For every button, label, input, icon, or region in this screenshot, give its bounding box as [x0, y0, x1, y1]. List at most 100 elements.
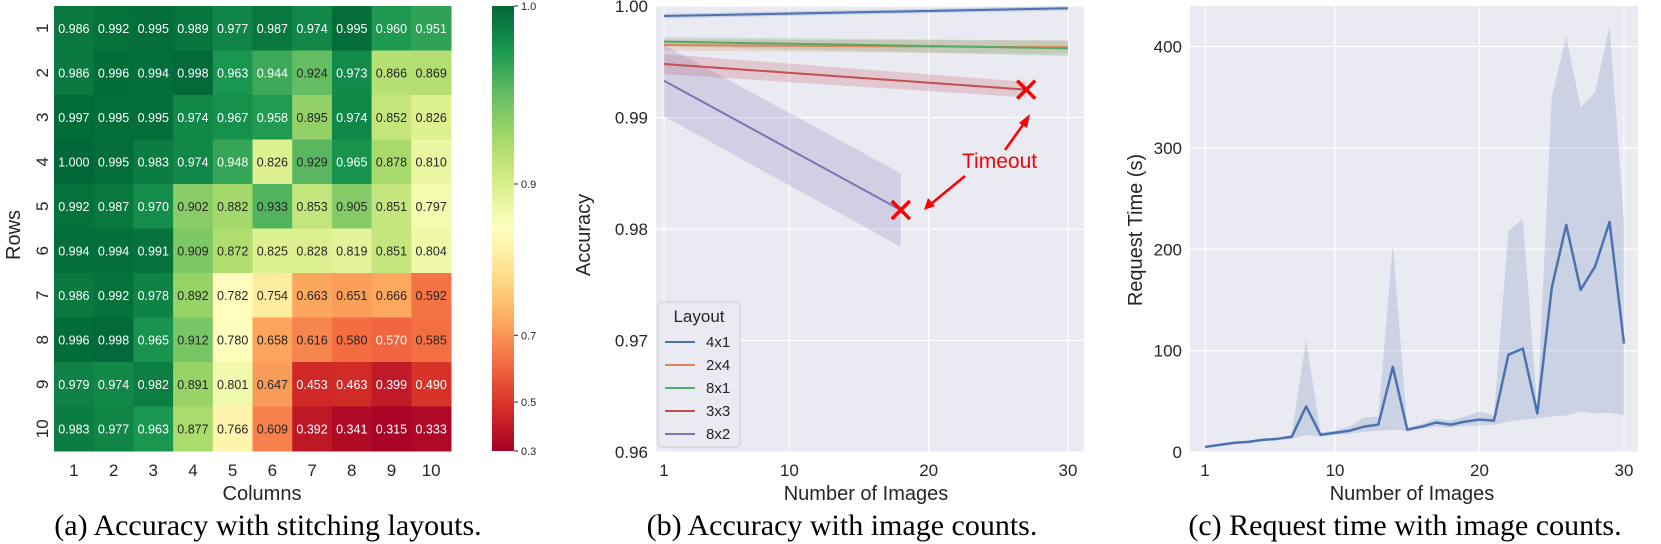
heatmap-cell [93, 317, 134, 363]
heatmap-x-label: Columns [223, 483, 302, 505]
heatmap-x-tick: 10 [422, 461, 441, 480]
heatmap-y-tick: 3 [33, 113, 52, 122]
heatmap-cell [331, 184, 373, 229]
request-time-plot-background [1190, 6, 1638, 452]
heatmap-cell-label: 0.453 [296, 378, 327, 392]
heatmap-cell-label: 0.463 [336, 378, 367, 392]
heatmap-cell-label: 0.663 [296, 289, 327, 303]
legend-title: Layout [673, 307, 724, 326]
heatmap-y-label: Rows [3, 210, 25, 260]
heatmap-cell-label: 0.804 [416, 244, 447, 258]
heatmap-cell [54, 139, 95, 185]
heatmap-cell [411, 228, 452, 274]
heatmap-cell [292, 50, 333, 96]
heatmap-cell [411, 50, 452, 96]
heatmap-x-tick: 4 [188, 461, 197, 480]
heatmap-cell [173, 317, 214, 363]
colorbar-tick-label: 0.9 [521, 179, 536, 191]
heatmap-cell-label: 0.978 [138, 289, 169, 303]
heatmap-cell-label: 0.853 [296, 200, 327, 214]
heatmap-cell-label: 0.651 [336, 289, 367, 303]
heatmap-cell-label: 0.912 [177, 333, 208, 347]
heatmap-cell-label: 0.974 [177, 111, 208, 125]
heatmap-cell-label: 0.970 [138, 200, 169, 214]
heatmap-cell [54, 228, 95, 274]
heatmap-cell-label: 0.996 [58, 333, 89, 347]
heatmap-cell [371, 184, 412, 229]
heatmap-cell-label: 0.965 [138, 333, 169, 347]
heatmap-cell-label: 0.995 [98, 111, 129, 125]
heatmap-cell-label: 0.826 [257, 155, 288, 169]
heatmap-cell-label: 0.828 [296, 244, 327, 258]
heatmap-cell [133, 317, 174, 363]
heatmap-cell-label: 0.580 [336, 333, 367, 347]
heatmap-cell-label: 0.909 [177, 244, 208, 258]
heatmap-cell-label: 0.877 [177, 422, 208, 436]
accuracy-y-label: Accuracy [573, 194, 595, 276]
heatmap-cell [371, 95, 412, 140]
legend-label: 8x2 [706, 426, 730, 443]
heatmap-cell-label: 1.000 [58, 155, 89, 169]
heatmap-cell-label: 0.882 [217, 200, 248, 214]
heatmap-cell [212, 406, 253, 452]
heatmap-y-tick: 9 [33, 380, 52, 389]
heatmap-cell-label: 0.570 [376, 333, 407, 347]
legend-label: 8x1 [706, 380, 730, 397]
heatmap-cell [133, 139, 174, 185]
heatmap-cell-label: 0.991 [138, 244, 169, 258]
heatmap-y-tick: 5 [33, 202, 52, 211]
series-line [1204, 220, 1626, 449]
heatmap-cell-label: 0.986 [58, 22, 89, 36]
heatmap-cell-label: 0.994 [138, 66, 169, 80]
y-tick-label: 400 [1154, 38, 1182, 57]
x-tick-label: 20 [919, 461, 938, 480]
timeout-arrowhead-down [924, 198, 935, 210]
timeout-arrow-down [930, 175, 966, 205]
heatmap-x-tick: 8 [347, 461, 356, 480]
x-tick-label: 30 [1059, 461, 1078, 480]
heatmap-y-tick: 10 [33, 419, 52, 438]
heatmap-y-tick: 4 [33, 157, 52, 166]
heatmap-cell-label: 0.869 [416, 66, 447, 80]
heatmap-cell [411, 273, 452, 318]
colorbar-tick-label: 0.7 [521, 330, 536, 342]
heatmap-cell [54, 317, 95, 363]
heatmap-cell [93, 406, 134, 452]
heatmap-cell-label: 0.995 [98, 155, 129, 169]
heatmap-x-tick: 3 [149, 461, 158, 480]
heatmap-cell-label: 0.801 [217, 378, 248, 392]
heatmap-cell [252, 273, 293, 318]
heatmap-cell [93, 228, 134, 274]
heatmap-cell [133, 50, 174, 96]
legend-items: 4x1 2x4 8x1 3x3 8x2 [665, 334, 730, 443]
y-tick-label: 0.98 [615, 220, 648, 239]
heatmap-cell-label: 0.585 [416, 333, 447, 347]
heatmap-cell-label: 0.490 [416, 378, 447, 392]
heatmap-cell-label: 0.766 [217, 422, 248, 436]
heatmap-cell-label: 0.967 [217, 111, 248, 125]
heatmap-cell-label: 0.963 [138, 422, 169, 436]
heatmap-cell-label: 0.992 [58, 200, 89, 214]
heatmap-cell [54, 95, 95, 140]
heatmap-cell [133, 362, 174, 407]
heatmap-cell-label: 0.989 [177, 22, 208, 36]
request-time-x-label: Number of Images [1330, 483, 1495, 505]
heatmap-cell [252, 228, 293, 274]
heatmap-cell [173, 184, 214, 229]
y-tick-label: 300 [1154, 139, 1182, 158]
heatmap-cell-label: 0.998 [98, 333, 129, 347]
heatmap-cell-label: 0.973 [336, 66, 367, 80]
heatmap-cell-label: 0.895 [296, 111, 327, 125]
heatmap-cell [292, 228, 333, 274]
heatmap-cell [411, 139, 452, 185]
heatmap-cell [54, 6, 95, 51]
heatmap-cell [212, 95, 253, 140]
heatmap-cell-label: 0.963 [217, 66, 248, 80]
heatmap-y-tick: 8 [33, 335, 52, 344]
y-tick-label: 1.00 [615, 0, 648, 16]
heatmap-cell-label: 0.992 [98, 22, 129, 36]
y-tick-label: 0.99 [615, 109, 648, 128]
heatmap-cell [173, 228, 214, 274]
heatmap-cell [371, 362, 412, 407]
